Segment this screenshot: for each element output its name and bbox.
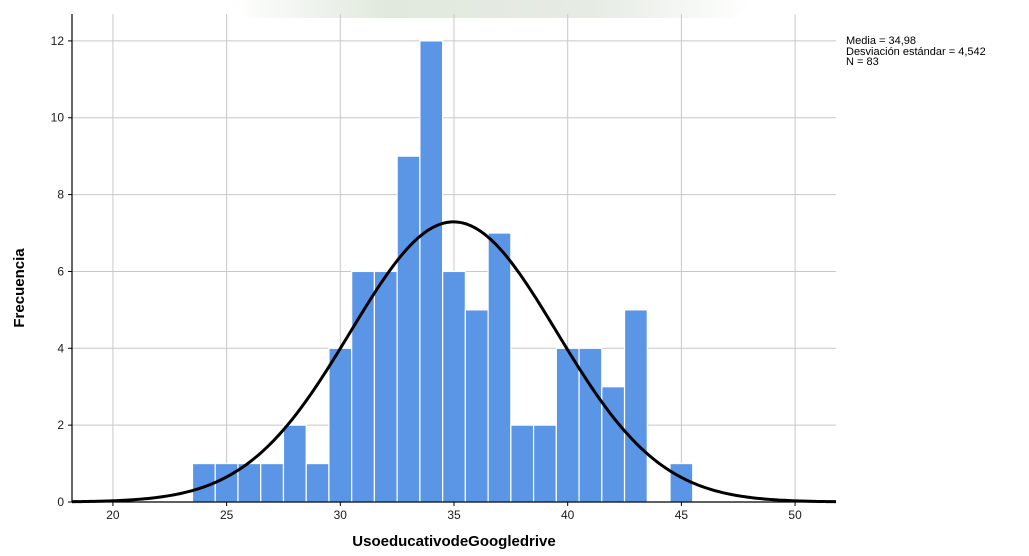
stats-sd: Desviación estándar = 4,542	[846, 45, 986, 58]
x-tick-label: 25	[220, 508, 234, 522]
stats-box: Media = 34,98 Desviación estándar = 4,54…	[846, 36, 986, 68]
histogram-bar	[601, 386, 626, 503]
histogram-bar	[214, 462, 239, 503]
y-tick-label: 2	[57, 418, 64, 432]
x-axis-title: UsoeducativodeGoogledrive	[352, 533, 555, 550]
normal-curve	[71, 220, 837, 504]
x-tick-label: 35	[447, 508, 461, 522]
curve-layer	[71, 220, 837, 504]
watermark-banner	[230, 0, 750, 18]
histogram-bar	[419, 40, 444, 503]
histogram-bar	[487, 232, 512, 503]
y-tick-label: 4	[57, 341, 64, 355]
x-tick-label: 50	[788, 508, 802, 522]
stats-mean: Media = 34,98	[846, 35, 917, 47]
y-tick-label: 8	[57, 188, 64, 202]
histogram-bar	[464, 309, 489, 503]
y-tick-label: 12	[51, 34, 65, 48]
histogram-bar	[442, 270, 466, 503]
histogram-bar	[351, 270, 376, 503]
histogram-bar	[532, 424, 557, 503]
x-tick-label: 40	[561, 508, 575, 522]
histogram-bar	[305, 462, 330, 503]
x-tick-label: 30	[334, 508, 348, 522]
histogram-bar	[396, 155, 421, 503]
y-tick-label: 10	[51, 111, 65, 125]
y-axis-title: Frecuencia	[11, 248, 28, 328]
histogram-bar	[282, 424, 307, 503]
histogram-bar	[623, 309, 648, 503]
histogram-bar	[510, 424, 535, 503]
y-tick-label: 0	[57, 495, 64, 509]
stats-n: N = 83	[846, 56, 879, 68]
histogram-bar	[373, 270, 398, 503]
histogram-bar	[555, 347, 580, 503]
histogram-bar	[328, 347, 353, 503]
x-tick-label: 45	[675, 508, 689, 522]
y-tick-label: 6	[57, 264, 64, 278]
axis-layer: 20 25 30 35 40 45 50 0 2 4 6 8 10 12	[51, 14, 836, 522]
x-tick-label: 20	[106, 508, 120, 522]
histogram-bar	[260, 462, 285, 503]
